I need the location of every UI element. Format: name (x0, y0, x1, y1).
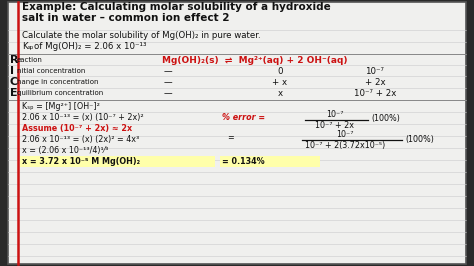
Text: hange in concentration: hange in concentration (17, 79, 99, 85)
Text: —: — (164, 78, 173, 87)
Text: Assume (10⁻⁷ + 2x) ≈ 2x: Assume (10⁻⁷ + 2x) ≈ 2x (22, 124, 132, 133)
Text: R: R (10, 55, 18, 65)
Text: 2.06 x 10⁻¹³ = (x) (2x)² = 4x³: 2.06 x 10⁻¹³ = (x) (2x)² = 4x³ (22, 135, 139, 144)
Text: Mg(OH)₂(s)  ⇌  Mg²⁺(aq) + 2 OH⁻(aq): Mg(OH)₂(s) ⇌ Mg²⁺(aq) + 2 OH⁻(aq) (162, 56, 348, 65)
Text: 10⁻⁷: 10⁻⁷ (336, 130, 354, 139)
Text: of Mg(OH)₂ = 2.06 x 10⁻¹³: of Mg(OH)₂ = 2.06 x 10⁻¹³ (34, 42, 146, 51)
Text: + x: + x (273, 78, 288, 87)
Text: —: — (164, 89, 173, 98)
Text: sp: sp (28, 44, 34, 49)
Text: x = 3.72 x 10⁻⁵ M Mg(OH)₂: x = 3.72 x 10⁻⁵ M Mg(OH)₂ (22, 157, 140, 166)
Text: 2.06 x 10⁻¹³ = (x) (10⁻⁷ + 2x)²: 2.06 x 10⁻¹³ = (x) (10⁻⁷ + 2x)² (22, 113, 144, 122)
Text: 0: 0 (277, 67, 283, 76)
Text: eaction: eaction (17, 57, 43, 63)
Text: Example: Calculating molar solubility of a hydroxide: Example: Calculating molar solubility of… (22, 2, 331, 12)
Text: + 2x: + 2x (365, 78, 385, 87)
Text: quilibrium concentration: quilibrium concentration (17, 90, 103, 96)
Text: =: = (227, 133, 234, 142)
FancyBboxPatch shape (8, 2, 466, 264)
Text: C: C (10, 77, 18, 87)
Text: 10⁻⁷ + 2x: 10⁻⁷ + 2x (316, 121, 355, 130)
Text: K: K (22, 42, 27, 51)
Text: salt in water – common ion effect 2: salt in water – common ion effect 2 (22, 13, 229, 23)
Text: x = (2.06 x 10⁻¹³/4)¹⁄³: x = (2.06 x 10⁻¹³/4)¹⁄³ (22, 146, 109, 155)
Text: 10⁻⁷: 10⁻⁷ (326, 110, 344, 119)
Text: Calculate the molar solubility of Mg(OH)₂ in pure water.: Calculate the molar solubility of Mg(OH)… (22, 31, 261, 40)
Text: (100%): (100%) (405, 135, 434, 144)
Text: 10⁻⁷ + 2x: 10⁻⁷ + 2x (354, 89, 396, 98)
Text: I: I (10, 66, 14, 76)
Text: x: x (277, 89, 283, 98)
Text: % error =: % error = (222, 113, 265, 122)
Text: = 0.134%: = 0.134% (222, 157, 264, 166)
Text: —: — (164, 67, 173, 76)
FancyBboxPatch shape (20, 156, 215, 167)
FancyBboxPatch shape (220, 156, 320, 167)
Text: Kₛₚ = [Mg²⁺] [OH⁻]²: Kₛₚ = [Mg²⁺] [OH⁻]² (22, 102, 100, 111)
Text: E: E (10, 88, 18, 98)
Text: nitial concentration: nitial concentration (17, 68, 85, 74)
Text: 10⁻⁷: 10⁻⁷ (365, 67, 384, 76)
Text: 10⁻⁷ + 2(3.72x10⁻⁵): 10⁻⁷ + 2(3.72x10⁻⁵) (305, 141, 385, 150)
Text: (100%): (100%) (371, 114, 400, 123)
